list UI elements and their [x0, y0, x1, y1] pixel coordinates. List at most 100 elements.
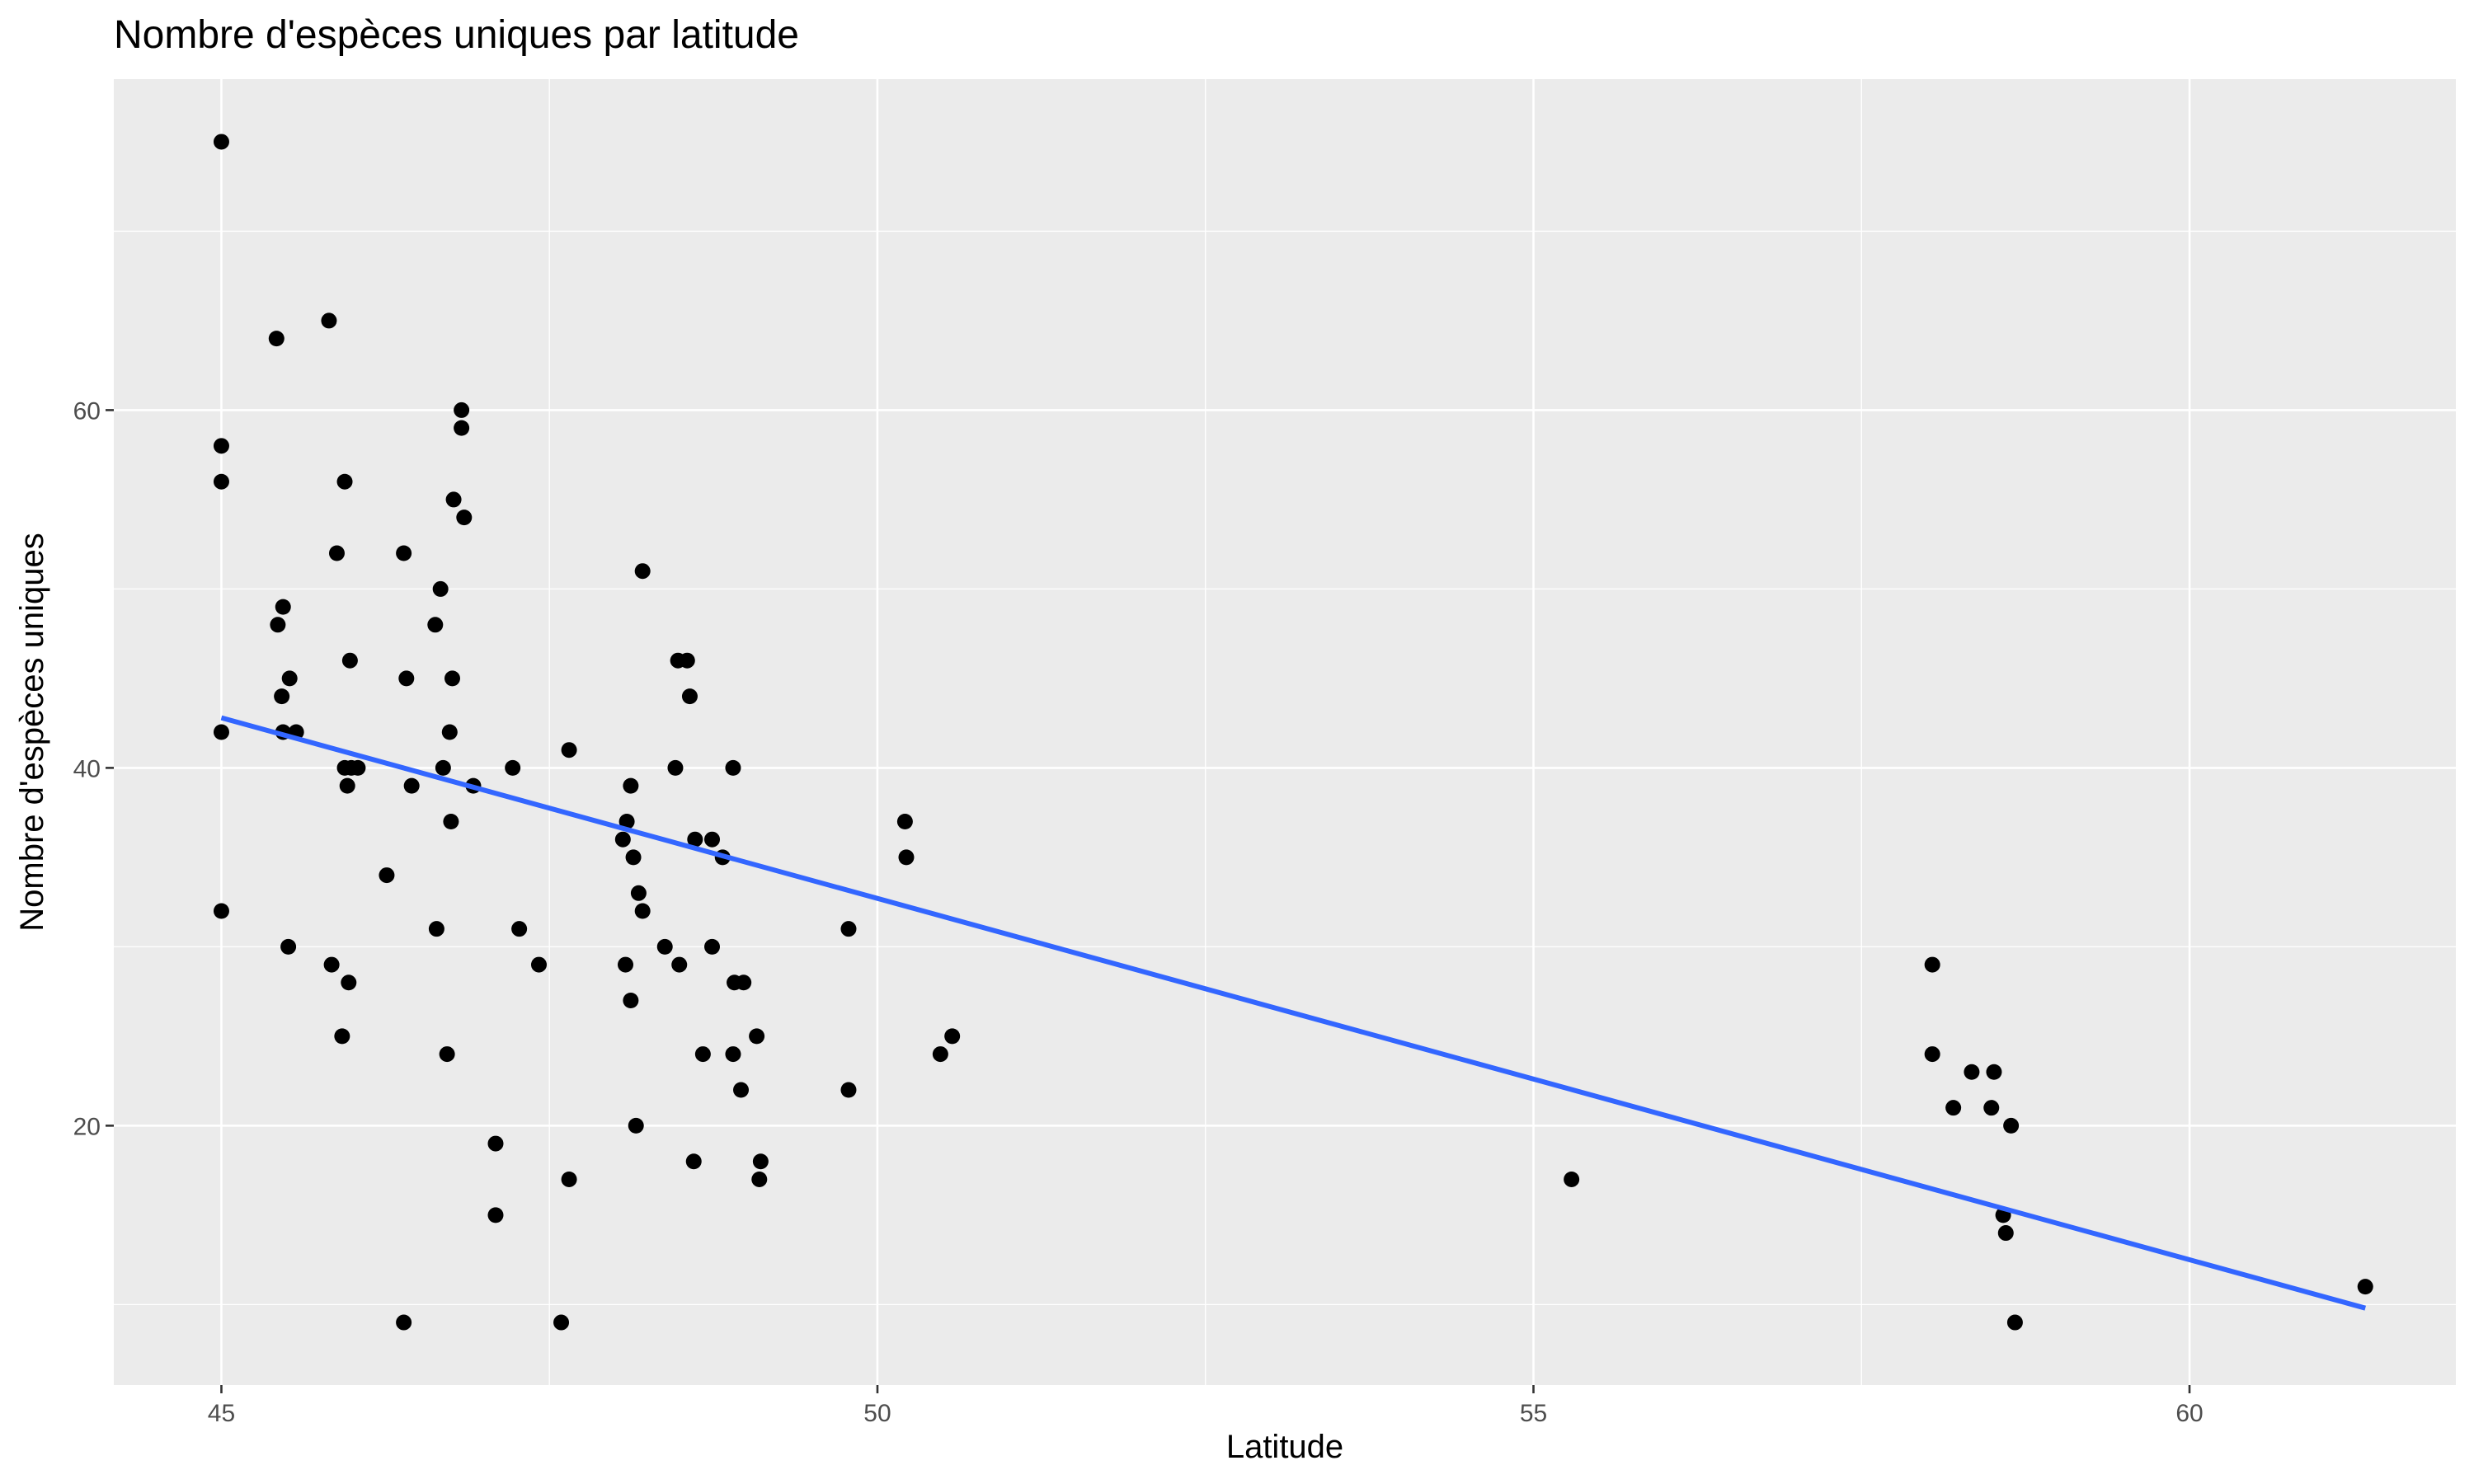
data-point	[667, 759, 684, 776]
data-point	[752, 1153, 769, 1170]
data-point	[281, 670, 298, 687]
x-tick-label: 50	[863, 1400, 891, 1427]
data-point	[694, 1046, 711, 1063]
data-point	[685, 1153, 702, 1170]
data-point	[725, 759, 741, 776]
data-point	[275, 599, 291, 615]
data-point	[213, 473, 229, 490]
data-point	[1564, 1171, 1580, 1187]
data-point	[530, 956, 547, 973]
trend-line-group	[220, 715, 2367, 1311]
data-point	[623, 992, 639, 1008]
data-point	[456, 510, 473, 526]
data-point	[614, 831, 631, 848]
data-point	[443, 813, 459, 829]
data-point	[2006, 1314, 2023, 1331]
data-point	[323, 956, 340, 973]
x-axis-ticks: 45 50 55 60	[208, 1385, 2204, 1427]
data-point	[268, 331, 285, 347]
data-point	[213, 724, 229, 740]
data-point	[733, 1082, 750, 1098]
data-point	[1983, 1100, 2000, 1116]
data-point	[681, 688, 698, 705]
data-point	[630, 885, 647, 901]
data-point	[898, 849, 915, 866]
data-point	[444, 670, 460, 687]
data-point	[1997, 1225, 2014, 1242]
data-point	[687, 831, 703, 848]
data-point	[2003, 1117, 2020, 1134]
data-point	[454, 402, 470, 418]
data-point	[623, 777, 639, 794]
data-point	[625, 849, 642, 866]
data-point	[932, 1046, 948, 1063]
data-point	[628, 1117, 644, 1134]
data-point	[561, 742, 577, 758]
y-tick-label: 20	[73, 1113, 101, 1140]
data-point	[679, 652, 695, 669]
data-point	[725, 1046, 741, 1063]
data-point	[321, 312, 337, 329]
data-point	[840, 921, 857, 937]
data-point	[487, 1135, 504, 1152]
data-point	[396, 1314, 412, 1331]
data-point	[396, 545, 412, 561]
data-point	[656, 938, 673, 955]
data-point	[213, 438, 229, 454]
data-point	[432, 580, 449, 597]
data-point	[428, 921, 444, 937]
data-point	[840, 1082, 857, 1098]
data-point	[350, 759, 366, 776]
data-point	[634, 903, 651, 919]
data-point	[398, 670, 415, 687]
data-points	[213, 134, 2373, 1331]
data-point	[1924, 1046, 1940, 1063]
y-axis-label: Nombre d'espèces uniques	[14, 533, 50, 931]
data-point	[403, 777, 420, 794]
data-point	[505, 759, 521, 776]
data-point	[704, 938, 721, 955]
minor-gridlines	[114, 79, 2456, 1385]
data-point	[553, 1314, 570, 1331]
x-axis-label: Latitude	[1226, 1429, 1343, 1465]
data-point	[274, 688, 290, 705]
data-point	[439, 1046, 455, 1063]
data-point	[341, 974, 357, 991]
data-point	[671, 956, 688, 973]
data-point	[634, 563, 651, 580]
data-point	[751, 1171, 768, 1187]
data-point	[1924, 956, 1940, 973]
chart-title: Nombre d'espèces uniques par latitude	[114, 13, 799, 57]
data-point	[896, 813, 913, 829]
data-point	[334, 1028, 350, 1045]
data-point	[487, 1207, 504, 1223]
data-point	[213, 134, 229, 150]
x-tick-label: 45	[208, 1400, 235, 1427]
y-axis-ticks: 20 40 60	[73, 397, 114, 1140]
data-point	[944, 1028, 961, 1045]
data-point	[1986, 1064, 2002, 1080]
y-tick-label: 40	[73, 755, 101, 782]
data-point	[213, 903, 229, 919]
data-point	[1945, 1100, 1962, 1116]
data-point	[704, 831, 721, 848]
data-point	[736, 974, 752, 991]
data-point	[749, 1028, 765, 1045]
plot-panel	[114, 79, 2456, 1385]
x-tick-label: 55	[1520, 1400, 1547, 1427]
data-point	[341, 652, 358, 669]
data-point	[427, 617, 444, 633]
data-point	[336, 473, 353, 490]
data-point	[618, 956, 634, 973]
data-point	[339, 777, 355, 794]
data-point	[561, 1171, 577, 1187]
data-point	[270, 617, 286, 633]
data-point	[2357, 1279, 2373, 1295]
data-point	[280, 938, 297, 955]
data-point	[441, 724, 458, 740]
data-point	[445, 491, 462, 508]
data-point	[328, 545, 345, 561]
data-point	[511, 921, 528, 937]
data-point	[454, 420, 470, 436]
